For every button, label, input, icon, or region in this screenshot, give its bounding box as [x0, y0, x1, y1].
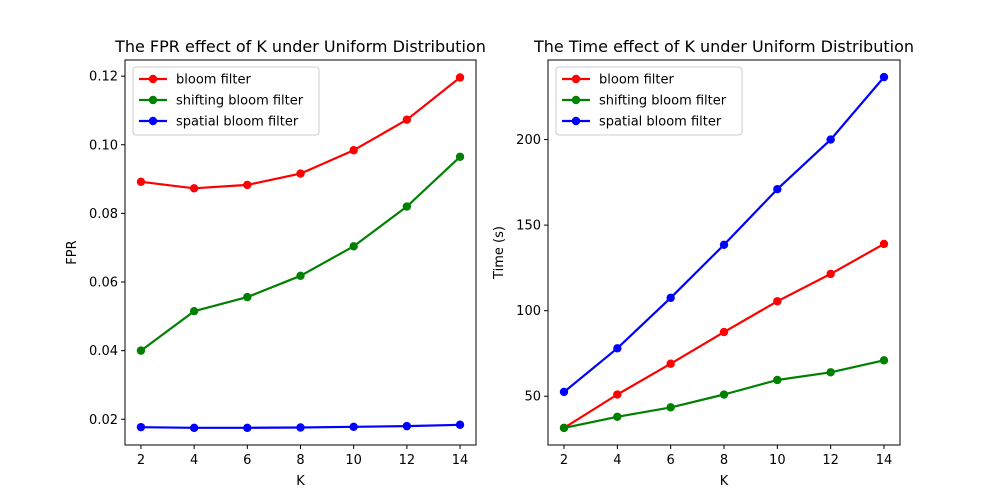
fpr-shifting-point: [455, 152, 465, 161]
time-legend-bloom-marker: [571, 74, 581, 84]
time-spatial-point: [559, 387, 569, 397]
fpr-legend-spatial-marker: [148, 116, 158, 126]
fpr-shifting-point: [136, 346, 146, 355]
fpr-spatial-point: [349, 422, 358, 432]
fpr-chart-title: The FPR effect of K under Uniform Distri…: [114, 37, 486, 56]
time-spatial-point: [666, 293, 675, 303]
time-x-tick-label: 10: [769, 453, 786, 468]
time-legend-shifting-marker: [571, 95, 581, 105]
time-bloom-point: [879, 239, 889, 249]
fpr-bloom-point: [243, 180, 252, 190]
fpr-bloom-point: [189, 184, 199, 193]
fpr-x-tick-label: 12: [399, 453, 416, 468]
time-legend: bloom filter shifting bloom filter spatial…: [555, 66, 743, 136]
time-x-tick-label: 2: [560, 453, 568, 468]
time-x-tick-label: 4: [613, 453, 621, 468]
fpr-y-tick-label: 0.08: [89, 207, 118, 222]
fpr-spatial-point: [296, 423, 305, 432]
time-spatial-point: [613, 344, 622, 353]
time-y-axis-label: Time (s): [492, 226, 507, 280]
time-bloom-point: [666, 359, 675, 368]
fpr-legend-shifting-label: shifting bloom filter: [176, 94, 304, 109]
fpr-x-axis-label: K: [296, 474, 305, 489]
fpr-x-tick-label: 10: [345, 453, 362, 468]
time-x-tick-label: 8: [720, 453, 728, 468]
fpr-chart: The FPR effect of K under Uniform Distri…: [65, 37, 486, 489]
fpr-shifting-point: [349, 242, 358, 251]
fpr-y-tick-label: 0.06: [89, 276, 118, 291]
time-bloom-point: [613, 390, 622, 399]
fpr-legend-spatial-label: spatial bloom filter: [176, 115, 299, 130]
time-x-tick-label: 12: [822, 453, 839, 468]
fpr-bloom-point: [349, 146, 358, 155]
fpr-legend-bloom-marker: [148, 74, 158, 84]
fpr-spatial-point: [189, 423, 199, 433]
time-y-tick-label: 50: [524, 390, 541, 405]
fpr-spatial-point: [455, 420, 465, 429]
fpr-x-tick-label: 8: [296, 453, 304, 468]
time-legend-spatial-label: spatial bloom filter: [599, 115, 722, 130]
fpr-legend-box: [132, 66, 320, 136]
fpr-y-tick-label: 0.10: [89, 138, 118, 153]
time-shifting-point: [719, 390, 729, 399]
time-spatial-point: [773, 184, 782, 194]
fpr-bloom-point: [455, 73, 465, 82]
time-spatial-point: [826, 135, 835, 144]
time-legend-spatial-marker: [571, 116, 581, 126]
time-y-tick-label: 100: [516, 304, 541, 319]
time-shifting-point: [613, 412, 622, 421]
fpr-spatial-point: [136, 422, 146, 432]
time-bloom-point: [773, 297, 782, 306]
time-x-axis-label: K: [720, 474, 729, 489]
fpr-shifting-point: [243, 292, 252, 302]
time-chart: The Time effect of K under Uniform Distr…: [492, 37, 914, 489]
fpr-legend: bloom filter shifting bloom filter spatial…: [132, 66, 320, 136]
fpr-x-tick-label: 4: [190, 453, 198, 468]
fpr-shifting-point: [189, 306, 199, 316]
time-x-tick-label: 6: [667, 453, 675, 468]
fpr-y-tick-label: 0.12: [89, 70, 118, 85]
time-shifting-point: [666, 403, 675, 412]
fpr-bloom-point: [136, 177, 146, 187]
time-legend-shifting-label: shifting bloom filter: [599, 94, 727, 109]
fpr-bloom-point: [296, 169, 305, 178]
fpr-y-axis-label: FPR: [65, 240, 80, 264]
time-shifting-point: [826, 368, 835, 377]
fpr-spatial-point: [243, 423, 252, 433]
time-bloom-point: [719, 327, 729, 337]
time-shifting-point: [773, 375, 782, 385]
fpr-legend-bloom-label: bloom filter: [176, 73, 251, 88]
fpr-x-tick-label: 6: [243, 453, 251, 468]
fpr-legend-shifting-marker: [148, 95, 158, 105]
time-y-tick-label: 150: [516, 219, 541, 234]
time-bloom-point: [826, 269, 835, 279]
time-spatial-point: [879, 72, 889, 82]
fpr-shifting-point: [402, 202, 412, 211]
time-x-tick-label: 14: [876, 453, 893, 468]
time-shifting-point: [559, 423, 569, 433]
time-y-tick-label: 200: [516, 133, 541, 148]
time-legend-bloom-label: bloom filter: [599, 73, 674, 88]
fpr-x-tick-label: 14: [452, 453, 469, 468]
time-chart-title: The Time effect of K under Uniform Distr…: [533, 37, 914, 56]
fpr-x-tick-label: 2: [137, 453, 145, 468]
fpr-bloom-point: [402, 115, 412, 124]
fpr-shifting-point: [296, 271, 305, 281]
fpr-y-tick-label: 0.02: [89, 413, 118, 428]
time-legend-box: [555, 66, 743, 136]
fpr-spatial-point: [402, 421, 412, 431]
time-shifting-point: [879, 356, 889, 365]
fpr-y-tick-label: 0.04: [89, 344, 118, 359]
time-spatial-point: [719, 240, 729, 249]
